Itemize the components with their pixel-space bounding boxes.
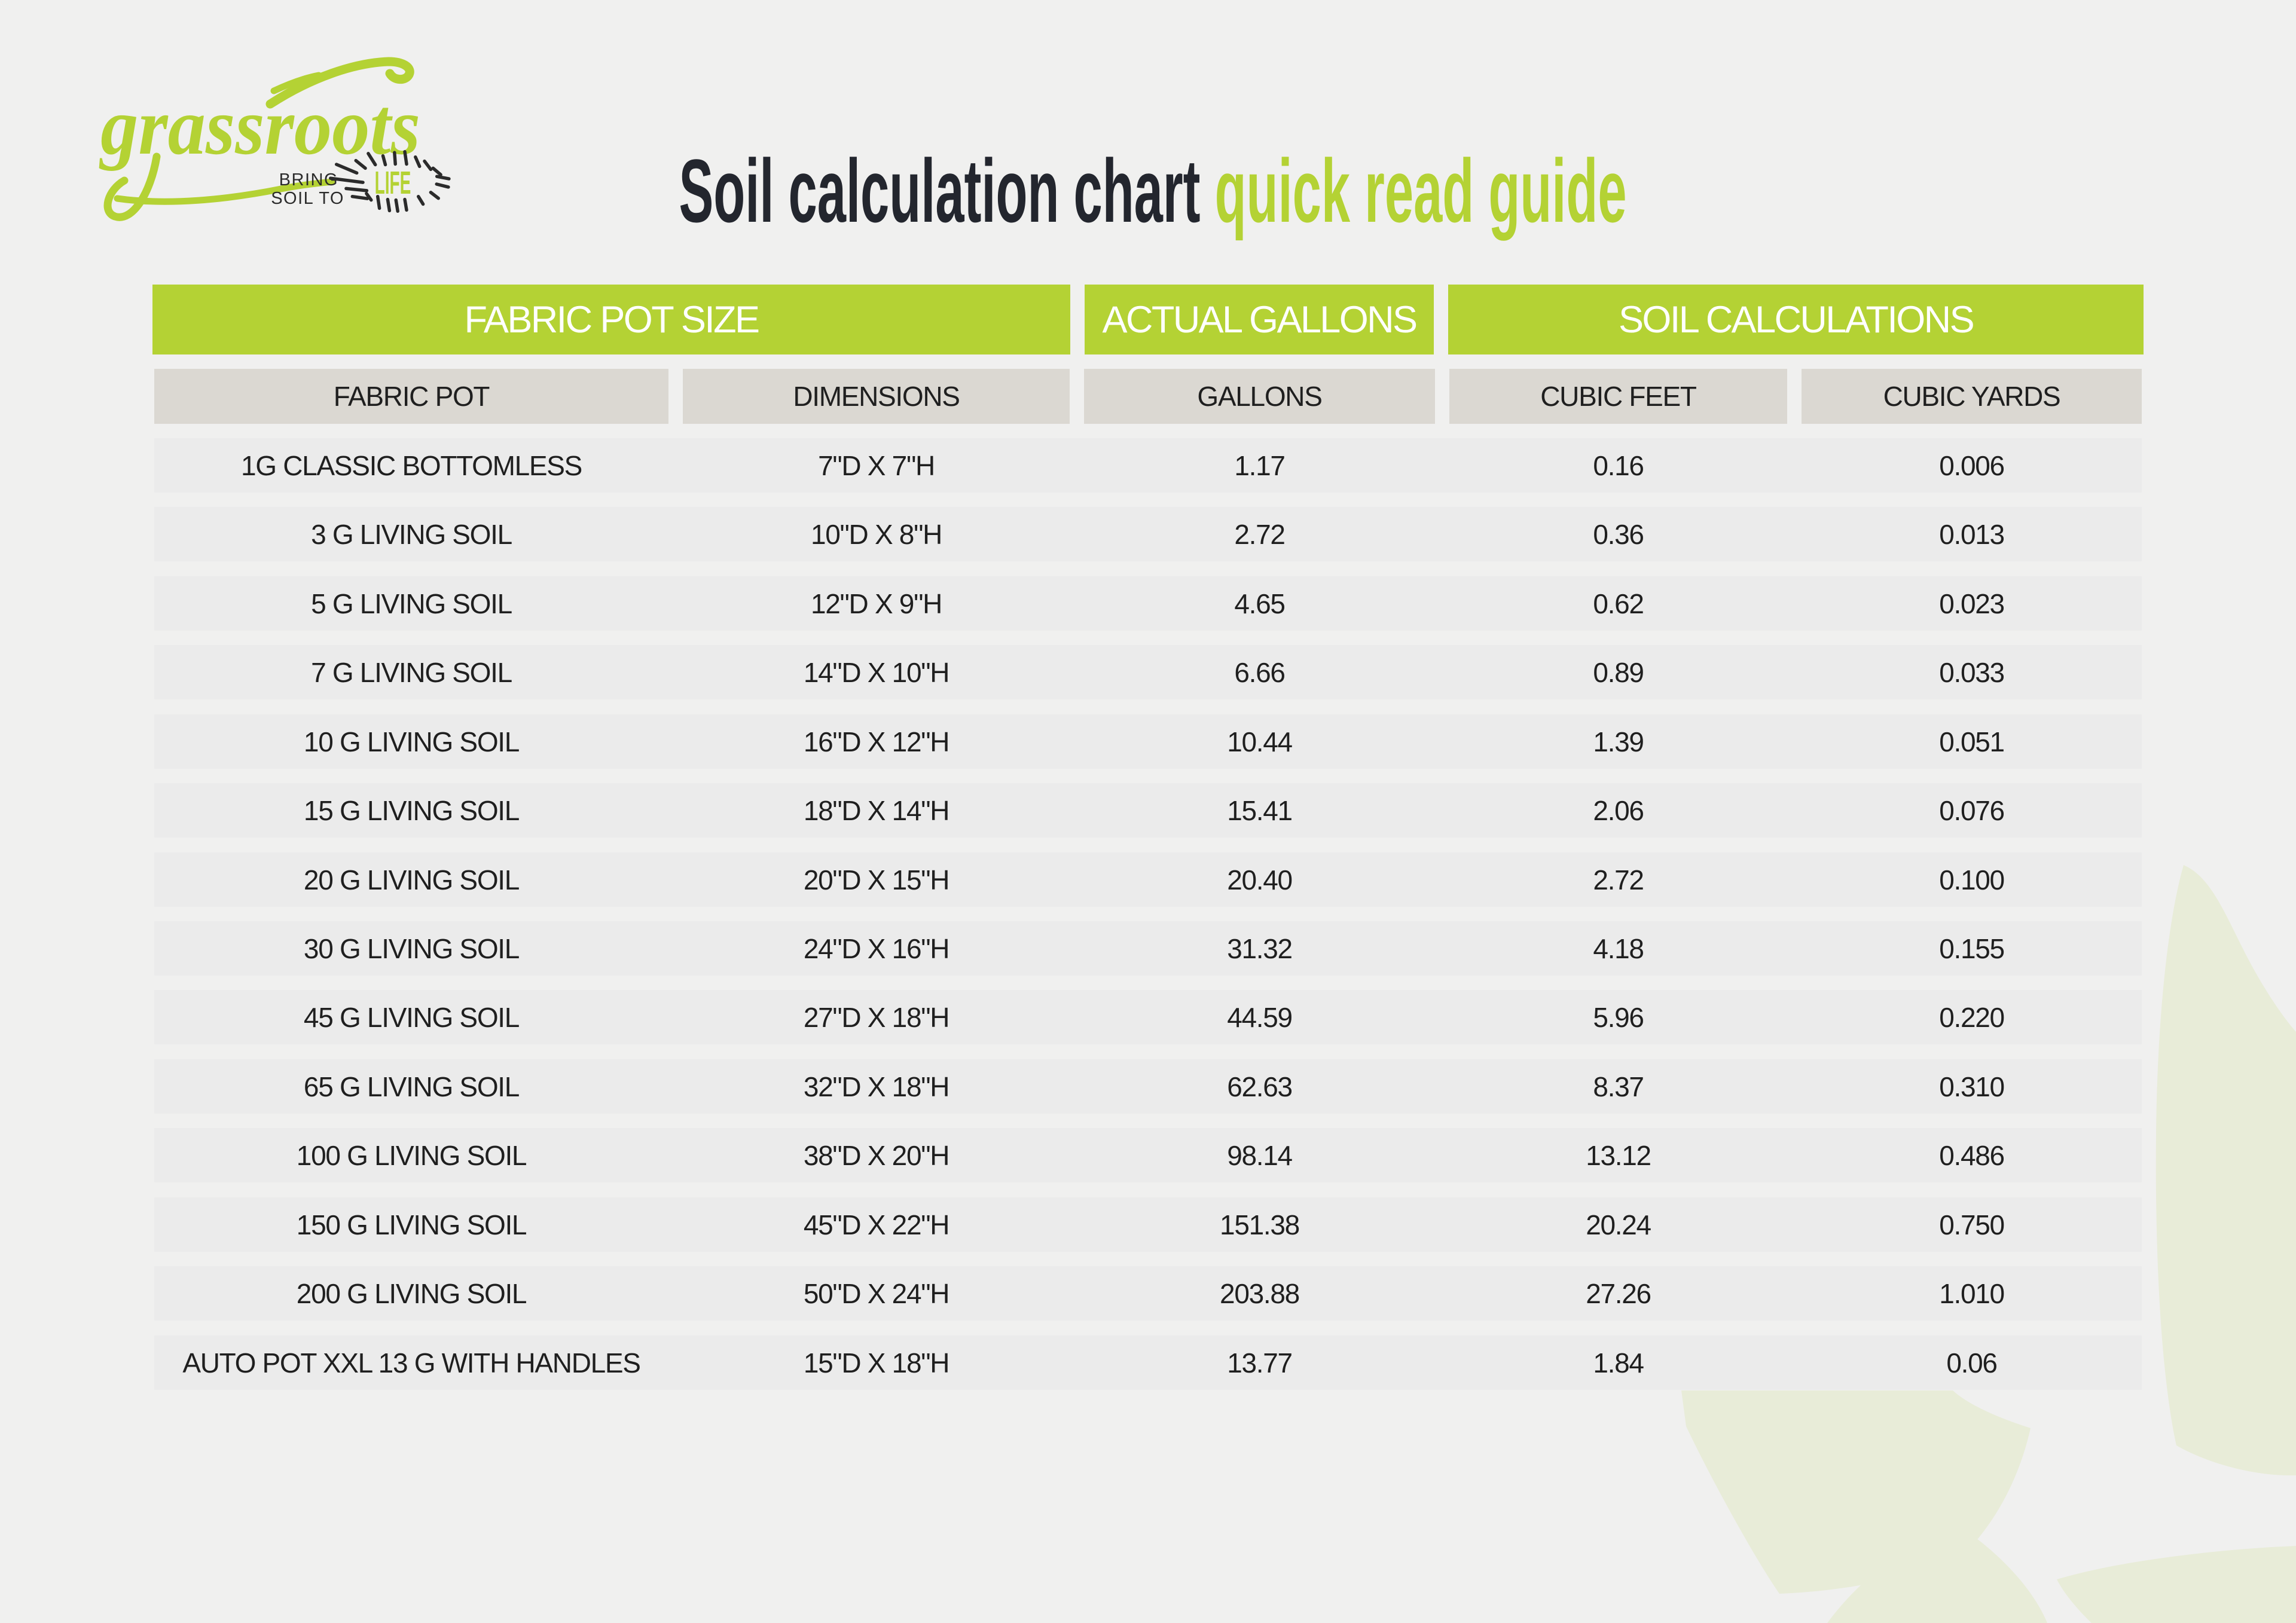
svg-text:BRING: BRING <box>279 170 338 189</box>
svg-text:LIFE: LIFE <box>375 165 411 201</box>
svg-text:grassroots: grassroots <box>99 82 420 172</box>
svg-text:SOIL TO: SOIL TO <box>271 189 344 208</box>
